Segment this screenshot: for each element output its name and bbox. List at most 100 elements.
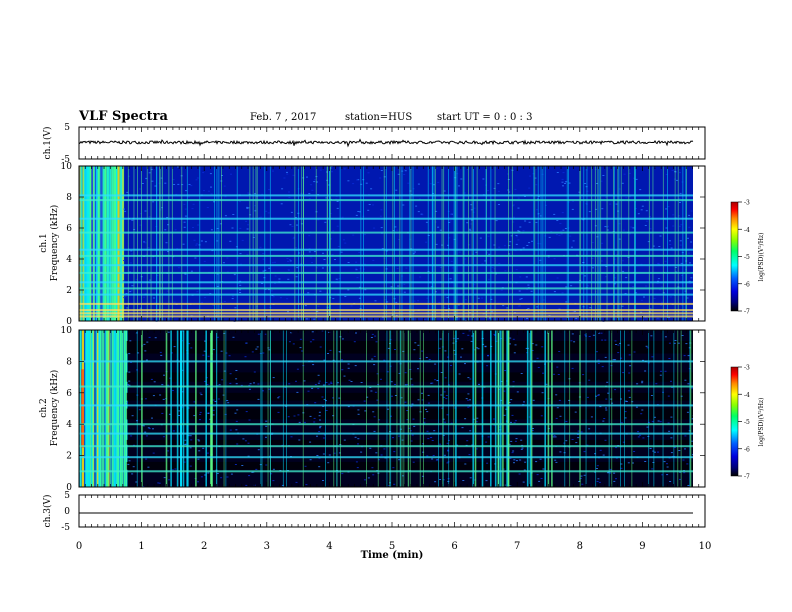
speckle	[216, 273, 219, 275]
speckle	[257, 449, 260, 451]
speckle	[590, 416, 593, 418]
speckle	[340, 359, 343, 361]
speckle	[271, 170, 274, 172]
speckle	[312, 364, 315, 366]
speckle	[394, 395, 397, 396]
speckle	[309, 441, 312, 443]
speckle	[435, 167, 438, 169]
speckle	[644, 370, 647, 372]
speckle	[513, 352, 516, 354]
speckle	[144, 398, 147, 400]
speckle	[560, 230, 563, 232]
speckle	[165, 242, 168, 244]
speckle	[641, 409, 644, 411]
speckle	[173, 301, 176, 303]
speckle	[247, 207, 250, 209]
speckle	[203, 260, 206, 262]
speckle	[288, 191, 290, 193]
speckle	[383, 448, 386, 450]
speckle	[142, 425, 145, 427]
speckle	[570, 246, 573, 248]
speckle	[433, 430, 436, 432]
ch2-spectrogram	[79, 330, 704, 488]
speckle	[620, 398, 622, 400]
vertical-streak	[454, 166, 456, 321]
speckle	[534, 177, 537, 179]
speckle	[199, 392, 202, 394]
speckle	[628, 196, 631, 198]
speckle	[419, 276, 422, 278]
speckle	[446, 414, 449, 416]
speckle	[274, 261, 276, 263]
speckle	[609, 472, 612, 474]
speckle	[690, 241, 693, 243]
speckle	[527, 308, 530, 309]
speckle	[184, 208, 187, 210]
speckle	[519, 459, 522, 461]
broadband-streak	[89, 166, 91, 321]
speckle	[167, 251, 169, 253]
speckle	[637, 436, 640, 438]
speckle	[317, 374, 320, 376]
speckle	[431, 382, 434, 384]
speckle	[168, 479, 170, 481]
speckle	[358, 286, 361, 288]
speckle	[317, 219, 320, 221]
speckle	[193, 401, 196, 403]
speckle	[531, 350, 534, 351]
speckle	[311, 387, 314, 389]
speckle	[376, 399, 379, 401]
speckle	[336, 279, 339, 281]
dark-band	[125, 439, 693, 445]
vertical-streak	[218, 166, 220, 321]
speckle	[392, 230, 395, 232]
speckle	[236, 443, 239, 445]
speckle	[607, 392, 610, 394]
speckle	[128, 371, 131, 373]
speckle	[387, 347, 390, 349]
speckle	[208, 190, 210, 192]
speckle	[423, 319, 426, 321]
vertical-streak	[443, 166, 445, 321]
vertical-streak	[485, 166, 487, 321]
speckle	[287, 416, 290, 418]
vertical-streak	[181, 166, 183, 321]
speckle	[210, 186, 212, 188]
vertical-streak	[677, 330, 679, 487]
speckle	[515, 438, 518, 440]
speckle	[335, 278, 338, 280]
speckle	[519, 298, 522, 300]
speckle	[473, 284, 476, 286]
speckle	[508, 402, 511, 403]
speckle	[604, 339, 607, 341]
speckle	[467, 406, 470, 408]
speckle	[222, 262, 225, 264]
speckle	[618, 188, 621, 190]
speckle	[515, 460, 518, 462]
speckle	[597, 362, 600, 364]
speckle	[296, 224, 298, 226]
speckle	[525, 347, 528, 349]
speckle	[206, 207, 209, 208]
speckle	[666, 474, 669, 476]
speckle	[190, 270, 193, 272]
speckle	[464, 258, 467, 260]
vertical-streak	[339, 166, 341, 321]
horizontal-line	[79, 287, 693, 290]
vertical-streak	[648, 166, 650, 321]
speckle	[691, 418, 694, 420]
speckle	[535, 184, 538, 186]
speckle	[236, 409, 239, 411]
speckle	[292, 174, 295, 176]
speckle	[255, 468, 258, 470]
speckle	[486, 252, 489, 254]
speckle	[449, 278, 452, 280]
speckle	[128, 380, 131, 382]
speckle	[373, 364, 376, 366]
speckle	[131, 219, 134, 221]
station-label: station=HUS	[345, 112, 413, 123]
speckle	[537, 367, 540, 368]
vertical-streak	[608, 330, 610, 487]
speckle	[380, 454, 383, 456]
speckle	[536, 474, 539, 476]
